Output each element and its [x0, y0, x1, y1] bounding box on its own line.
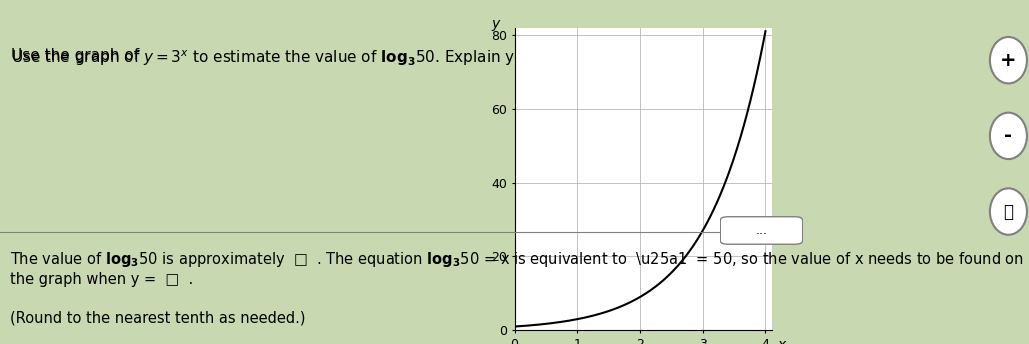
- Circle shape: [990, 37, 1027, 84]
- Text: The value of $\mathbf{log}_{\mathbf{3}}$50 is approximately  □  . The equation $: The value of $\mathbf{log}_{\mathbf{3}}$…: [10, 250, 1024, 287]
- Text: Use the graph of: Use the graph of: [10, 48, 144, 63]
- Text: ...: ...: [755, 224, 768, 237]
- Text: y: y: [492, 17, 500, 31]
- Text: Use the graph of $y = 3^x$ to estimate the value of $\mathbf{log}_\mathbf{3}$50.: Use the graph of $y = 3^x$ to estimate t…: [10, 48, 625, 68]
- Text: +: +: [1000, 51, 1017, 70]
- FancyBboxPatch shape: [720, 217, 803, 244]
- Text: x: x: [777, 338, 785, 344]
- Text: (Round to the nearest tenth as needed.): (Round to the nearest tenth as needed.): [10, 311, 306, 326]
- Circle shape: [990, 112, 1027, 159]
- Text: ⧉: ⧉: [1003, 203, 1014, 221]
- Circle shape: [990, 189, 1027, 235]
- Text: -: -: [1004, 126, 1013, 146]
